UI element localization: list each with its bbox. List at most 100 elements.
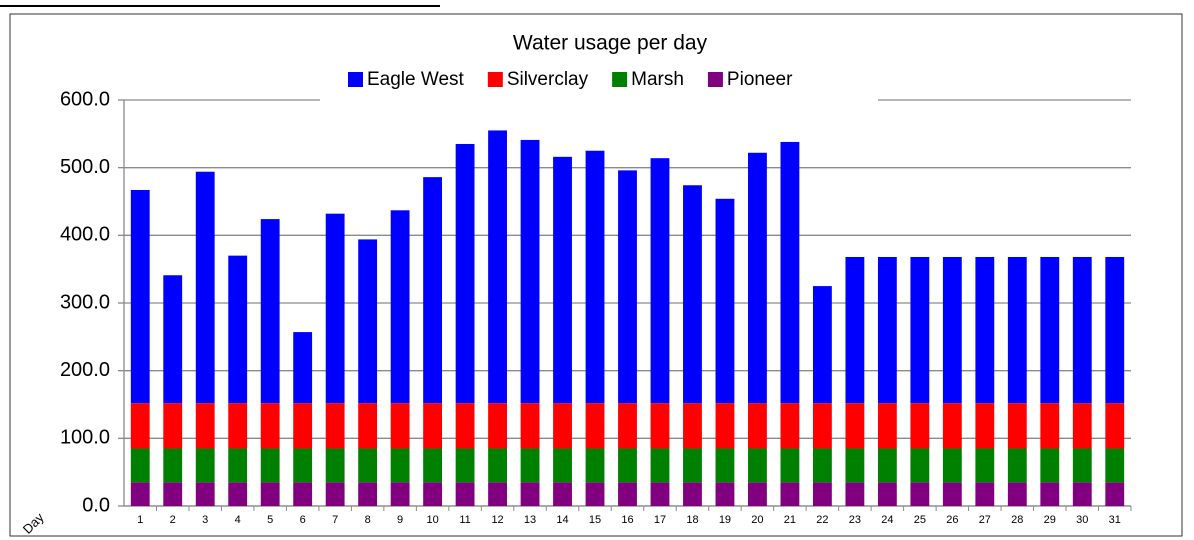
bar-segment <box>325 213 345 404</box>
bar-segment <box>488 482 507 506</box>
bar-segment <box>163 448 183 483</box>
legend-swatch <box>707 72 723 87</box>
y-tick-label: 600.0 <box>60 88 110 110</box>
bar-segment <box>260 219 280 404</box>
bar-segment <box>780 448 800 483</box>
legend-label: Marsh <box>631 69 684 90</box>
bar-segment <box>423 482 443 506</box>
bar-segment <box>488 448 507 483</box>
bar-segment <box>812 448 832 483</box>
bar-segment <box>130 189 150 404</box>
bar-segment <box>325 448 345 483</box>
chart-border <box>9 13 1183 537</box>
bar-segment <box>293 332 313 404</box>
bar-segment <box>553 403 572 449</box>
y-tick-label: 500.0 <box>60 156 110 178</box>
bar-segment <box>293 482 313 506</box>
bar-segment <box>650 403 670 449</box>
bar-segment <box>1040 256 1060 404</box>
x-tick-label: 23 <box>849 514 861 526</box>
x-tick-label: 5 <box>267 514 273 526</box>
bar-segment <box>812 286 832 404</box>
bar-segment <box>1105 482 1125 506</box>
x-tick-label: 8 <box>365 514 371 526</box>
x-tick-label: 24 <box>881 514 893 526</box>
x-tick-label: 15 <box>589 514 601 526</box>
bar-segment <box>358 448 378 483</box>
x-tick-label: 10 <box>426 514 438 526</box>
bar-segment <box>780 403 800 449</box>
bar-segment <box>748 482 767 506</box>
bar-segment <box>1040 482 1060 506</box>
bar-segment <box>423 448 443 483</box>
bar-segment <box>488 130 507 404</box>
bar-segment <box>195 171 215 404</box>
bar-segment <box>585 150 605 404</box>
legend-swatch <box>612 72 628 87</box>
bar-segment <box>715 448 735 483</box>
bar-segment <box>683 403 702 449</box>
legend-label: Eagle West <box>367 69 465 90</box>
bar-segment <box>683 185 702 404</box>
legend-background <box>320 62 878 102</box>
bar-segment <box>1040 448 1060 483</box>
bar-segment <box>650 448 670 483</box>
bar-segment <box>1072 482 1092 506</box>
bar-segment <box>553 156 572 404</box>
x-tick-label: 25 <box>914 514 926 526</box>
x-tick-label: 9 <box>397 514 403 526</box>
y-tick-label: 0.0 <box>82 494 110 516</box>
bar-segment <box>195 448 215 483</box>
bar-segment <box>260 403 280 449</box>
bar-segment <box>877 403 897 449</box>
bar-segment <box>1105 448 1125 483</box>
bar-segment <box>942 482 962 506</box>
x-tick-label: 27 <box>979 514 991 526</box>
bar-segment <box>163 403 183 449</box>
bar-segment <box>650 158 670 404</box>
bar-segment <box>488 403 507 449</box>
bar-segment <box>228 255 248 404</box>
bar-segment <box>1072 448 1092 483</box>
x-tick-label: 4 <box>235 514 241 526</box>
bar-segment <box>228 403 248 449</box>
x-tick-label: 13 <box>524 514 536 526</box>
legend-label: Pioneer <box>727 69 793 90</box>
legend-swatch <box>487 72 503 87</box>
bar-segment <box>877 448 897 483</box>
x-tick-label: 14 <box>556 514 568 526</box>
bar-segment <box>455 403 475 449</box>
bar-segment <box>585 403 605 449</box>
bar-segment <box>877 482 897 506</box>
bar-segment <box>618 448 637 483</box>
bar-segment <box>1007 403 1027 449</box>
x-tick-label: 20 <box>751 514 763 526</box>
bar-segment <box>423 177 443 404</box>
x-tick-label: 22 <box>816 514 828 526</box>
x-tick-label: 26 <box>946 514 958 526</box>
x-tick-label: 19 <box>719 514 731 526</box>
bar-segment <box>390 482 410 506</box>
bar-segment <box>520 448 540 483</box>
bar-segment <box>715 198 735 404</box>
bar-segment <box>520 139 540 404</box>
bar-segment <box>910 448 930 483</box>
y-tick-label: 300.0 <box>60 291 110 313</box>
x-tick-label: 12 <box>491 514 503 526</box>
bar-segment <box>228 448 248 483</box>
y-tick-label: 100.0 <box>60 427 110 449</box>
bar-segment <box>1072 403 1092 449</box>
bar-segment <box>455 448 475 483</box>
bar-segment <box>780 482 800 506</box>
bar-segment <box>293 403 313 449</box>
bar-segment <box>130 482 150 506</box>
bar-segment <box>812 403 832 449</box>
bar-segment <box>1040 403 1060 449</box>
bar-segment <box>260 482 280 506</box>
bar-segment <box>1105 403 1125 449</box>
x-tick-label: 11 <box>459 514 470 526</box>
x-tick-label: 28 <box>1011 514 1023 526</box>
bar-segment <box>130 403 150 449</box>
bar-segment <box>1007 448 1027 483</box>
